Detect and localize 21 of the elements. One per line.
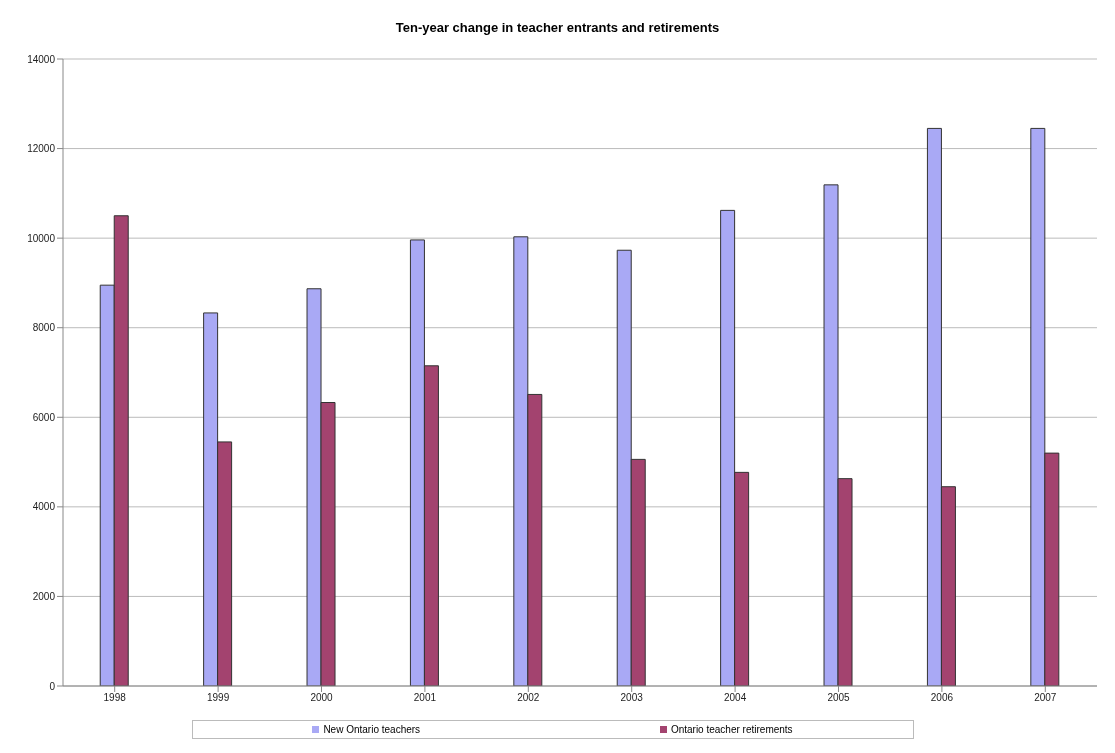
x-tick-label: 2002	[517, 692, 540, 704]
x-tick-label: 1999	[206, 692, 230, 704]
y-tick-label: 12000	[27, 143, 56, 155]
y-tick-label: 10000	[27, 232, 56, 244]
y-tick-label: 6000	[32, 411, 56, 423]
x-tick-label: 2001	[413, 692, 437, 704]
legend-label: Ontario teacher retirements	[669, 724, 793, 735]
y-tick-label: 8000	[32, 322, 56, 334]
y-tick-label: 14000	[27, 53, 56, 65]
x-tick-label: 2007	[1034, 692, 1057, 704]
x-tick-label: 2000	[310, 692, 334, 704]
x-tick-label: 2006	[930, 692, 954, 704]
y-tick-label: 2000	[32, 590, 56, 602]
x-tick-label: 2003	[620, 692, 644, 704]
x-tick-label: 1998	[103, 692, 127, 704]
legend-label: New Ontario teachers	[322, 724, 421, 735]
x-tick-label: 2004	[723, 692, 747, 704]
y-tick-label: 0	[49, 680, 56, 692]
x-tick-label: 2005	[827, 692, 851, 704]
y-tick-label: 4000	[32, 501, 56, 513]
chart-title: Ten-year change in teacher entrants and retirements	[394, 19, 721, 37]
